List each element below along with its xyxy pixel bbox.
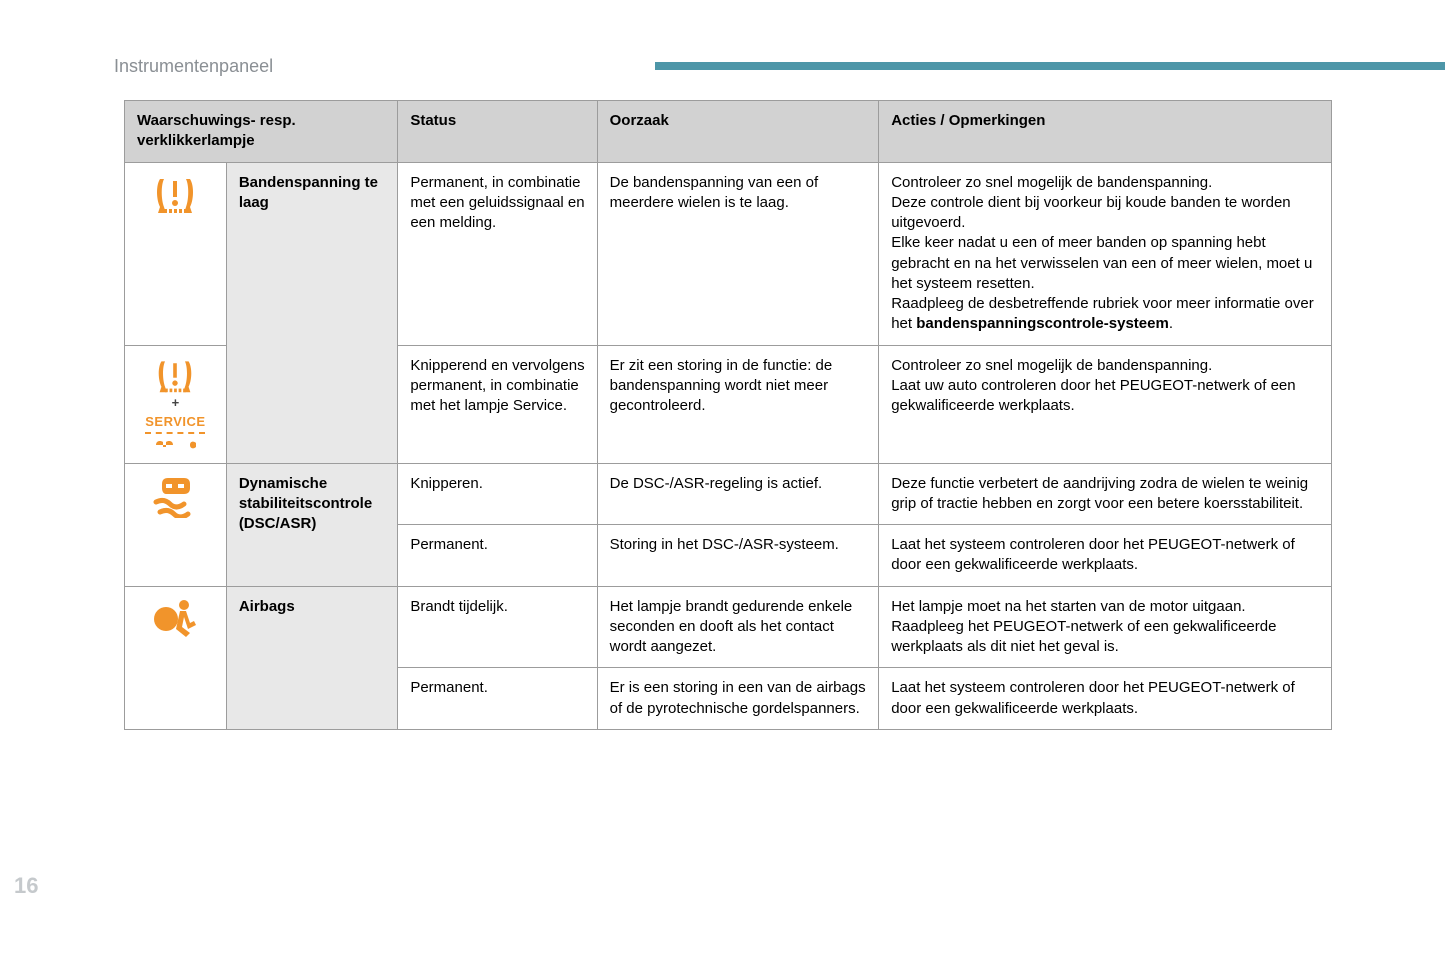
cell-actions: Controleer zo snel mogelijk de bandenspa… <box>879 345 1332 463</box>
table-row: Airbags Brandt tijdelijk. Het lampje bra… <box>125 586 1332 668</box>
cell-icon: + SERVICE <box>125 345 227 463</box>
cell-actions: Laat het systeem controleren door het PE… <box>879 668 1332 730</box>
cell-cause: Er is een storing in een van de airbags … <box>597 668 879 730</box>
table-row: Dynamische stabiliteitscontrole (DSC/ASR… <box>125 463 1332 525</box>
service-label: SERVICE <box>145 413 205 431</box>
cell-status: Permanent. <box>398 668 597 730</box>
cell-icon <box>125 586 227 729</box>
actions-post: . <box>1169 315 1173 332</box>
cell-icon <box>125 463 227 586</box>
table-header-row: Waarschuwings- resp. verklikkerlampje St… <box>125 101 1332 163</box>
actions-pre: Controleer zo snel mogelijk de bandenspa… <box>891 174 1313 333</box>
cell-actions: Deze functie verbetert de aandrijving zo… <box>879 463 1332 525</box>
cell-name: Dynamische stabiliteitscontrole (DSC/ASR… <box>226 463 398 586</box>
cell-cause: Het lampje brandt gedurende enkele secon… <box>597 586 879 668</box>
cell-icon <box>125 162 227 345</box>
cell-status: Permanent. <box>398 525 597 587</box>
dsc-asr-icon <box>137 474 214 518</box>
header-actions: Acties / Opmerkingen <box>879 101 1332 163</box>
cell-status: Brandt tijdelijk. <box>398 586 597 668</box>
tire-pressure-service-icon: + SERVICE <box>137 356 214 453</box>
cell-status: Knipperend en vervolgens permanent, in c… <box>398 345 597 463</box>
header-status: Status <box>398 101 597 163</box>
header-warning: Waarschuwings- resp. verklikkerlampje <box>125 101 398 163</box>
cell-actions: Het lampje moet na het starten van de mo… <box>879 586 1332 668</box>
accent-bar <box>655 62 1445 70</box>
header-cause: Oorzaak <box>597 101 879 163</box>
cell-cause: Storing in het DSC-/ASR-systeem. <box>597 525 879 587</box>
cell-actions: Laat het systeem controleren door het PE… <box>879 525 1332 587</box>
wrench-icon <box>152 437 198 453</box>
cell-actions: Controleer zo snel mogelijk de bandenspa… <box>879 162 1332 345</box>
table-row: Bandenspanning te laag Permanent, in com… <box>125 162 1332 345</box>
warning-table: Waarschuwings- resp. verklikkerlampje St… <box>124 100 1332 730</box>
plus-separator: + <box>172 394 180 412</box>
cell-status: Permanent, in combinatie met een geluids… <box>398 162 597 345</box>
page-title: Instrumentenpaneel <box>114 56 273 77</box>
actions-bold: bandenspanningscontrole-systeem <box>916 315 1169 332</box>
cell-cause: De bandenspanning van een of meerdere wi… <box>597 162 879 345</box>
cell-name: Bandenspanning te laag <box>226 162 398 463</box>
cell-status: Knipperen. <box>398 463 597 525</box>
airbag-icon <box>137 597 214 637</box>
cell-cause: Er zit een storing in de functie: de ban… <box>597 345 879 463</box>
page-number: 16 <box>14 873 38 899</box>
cell-name: Airbags <box>226 586 398 729</box>
tire-pressure-icon <box>137 173 214 215</box>
dashed-line <box>145 432 205 434</box>
cell-cause: De DSC-/ASR-regeling is actief. <box>597 463 879 525</box>
